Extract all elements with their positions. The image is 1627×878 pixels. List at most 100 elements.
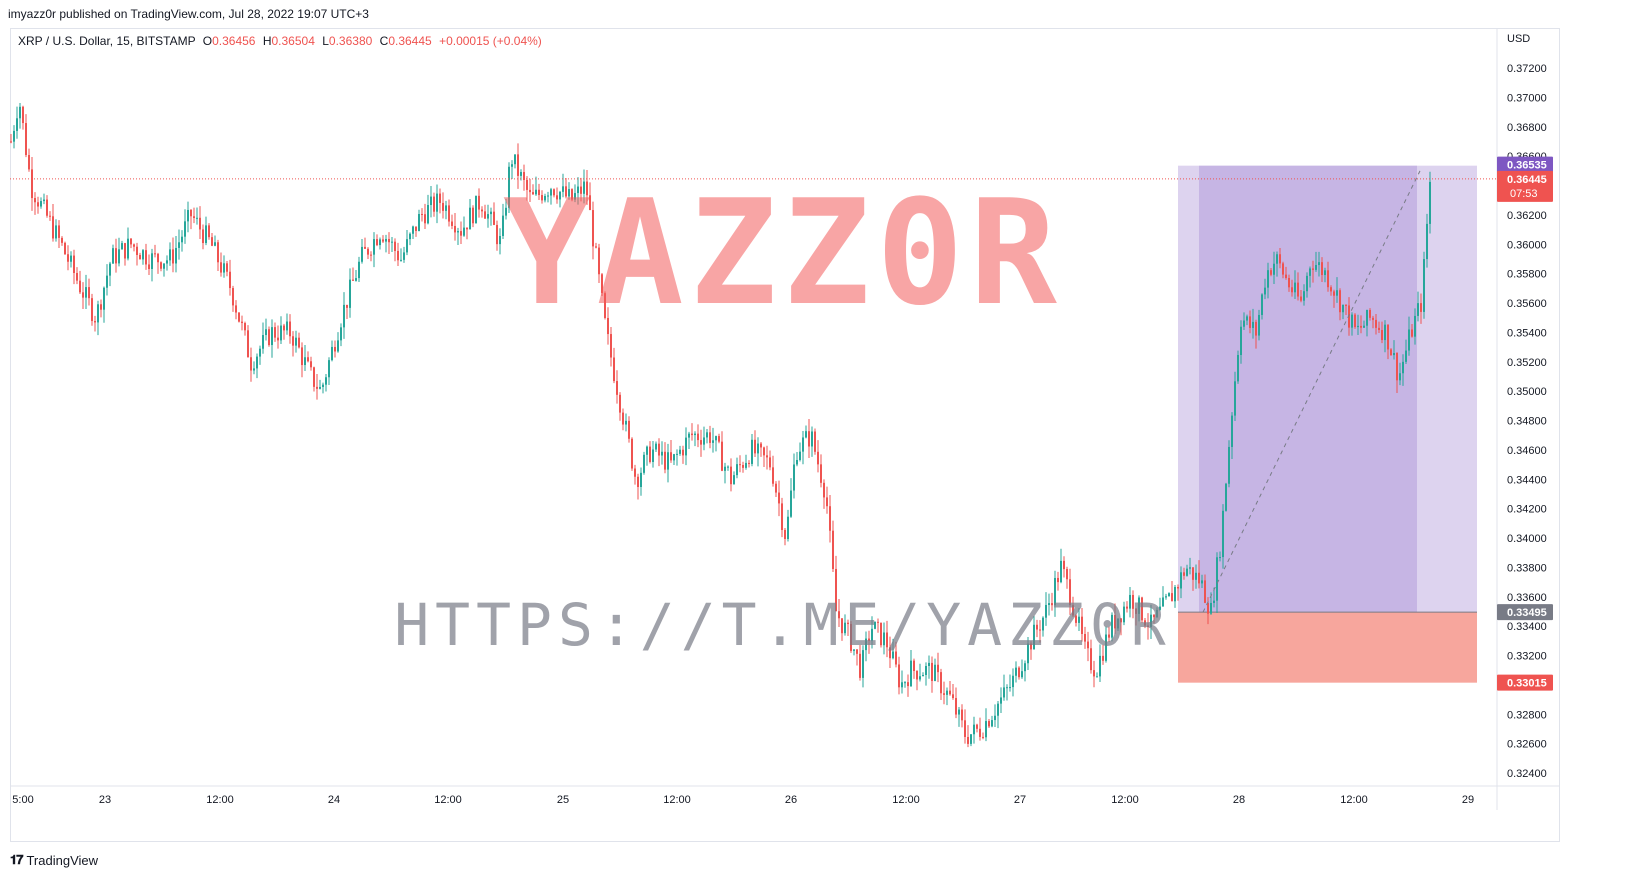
candle-body xyxy=(709,432,711,443)
candle-body xyxy=(841,618,843,634)
candle-body xyxy=(76,272,78,281)
candle-body xyxy=(784,529,786,539)
candle-body xyxy=(499,235,501,245)
candle-body xyxy=(1060,560,1062,583)
candle-body xyxy=(751,439,753,464)
price-tick-label: 0.37000 xyxy=(1507,92,1547,104)
price-tick-label: 0.33600 xyxy=(1507,592,1547,604)
candle-body xyxy=(1033,624,1035,650)
candle-body xyxy=(700,440,702,445)
candle-body xyxy=(643,454,645,473)
candle-body xyxy=(913,660,915,671)
candle-body xyxy=(856,649,858,654)
candle-body xyxy=(580,186,582,194)
candle-body xyxy=(553,189,555,196)
candle-body xyxy=(805,431,807,438)
candle-body xyxy=(232,288,234,306)
candle-body xyxy=(1120,618,1122,623)
candle-body xyxy=(1201,580,1203,584)
candle-body xyxy=(340,327,342,341)
watermark-big: YAZZ0R xyxy=(503,169,1063,338)
close-value: 0.36445 xyxy=(388,34,432,48)
candle-body xyxy=(226,263,228,272)
candle-body xyxy=(388,238,390,243)
candle-body xyxy=(1339,290,1341,313)
candle-body xyxy=(391,241,393,243)
candles xyxy=(10,103,1431,748)
candle-body xyxy=(1063,560,1065,570)
candle-body xyxy=(679,449,681,454)
candle-body xyxy=(607,317,609,335)
candle-body xyxy=(1135,608,1137,614)
candle-body xyxy=(514,154,516,165)
candle-body xyxy=(433,196,435,212)
candle-body xyxy=(346,304,348,308)
candle-body xyxy=(1153,614,1155,618)
candle-body xyxy=(694,433,696,436)
candle-body xyxy=(1084,633,1086,642)
candle-body xyxy=(319,386,321,389)
candle-body xyxy=(1309,268,1311,276)
tradingview-logo[interactable]: 𝟏𝟕 TradingView xyxy=(10,852,98,868)
candle-body xyxy=(355,278,357,281)
time-tick-label: 23 xyxy=(99,794,111,806)
high-value: 0.36504 xyxy=(271,34,315,48)
candle-body xyxy=(64,242,66,255)
candle-body xyxy=(895,651,897,665)
candle-body xyxy=(892,651,894,659)
candle-body xyxy=(721,441,723,471)
candle-body xyxy=(22,106,24,124)
price-tick-label: 0.32600 xyxy=(1507,739,1547,751)
price-tick-label: 0.35200 xyxy=(1507,357,1547,369)
open-label: O xyxy=(202,34,213,48)
candle-body xyxy=(691,433,693,436)
candle-body xyxy=(1177,587,1179,589)
candle-body xyxy=(1249,316,1251,328)
candle-body xyxy=(928,662,930,666)
candle-body xyxy=(991,720,993,727)
candle-body xyxy=(904,682,906,684)
candle-body xyxy=(1426,223,1428,260)
candle-body xyxy=(598,247,600,275)
candle-body xyxy=(1045,604,1047,618)
candle-body xyxy=(832,530,834,569)
candle-body xyxy=(1387,324,1389,350)
tradingview-brand: TradingView xyxy=(26,852,99,868)
candle-body xyxy=(166,260,168,264)
price-labels: 0.36535 0.36445 07:53 0.33495 0.33015 xyxy=(1497,156,1553,691)
candle-body xyxy=(1261,294,1263,315)
candle-body xyxy=(1315,265,1317,270)
candle-body xyxy=(496,224,498,245)
candle-body xyxy=(538,189,540,196)
candle-body xyxy=(1156,609,1158,618)
candle-body xyxy=(1390,349,1392,356)
candle-body xyxy=(1351,314,1353,328)
candle-body xyxy=(1372,317,1374,320)
candle-body xyxy=(526,179,528,190)
candle-body xyxy=(1342,304,1344,313)
candle-body xyxy=(121,243,123,250)
candle-body xyxy=(529,189,531,193)
candle-body xyxy=(430,196,432,206)
candle-body xyxy=(1285,274,1287,278)
candle-body xyxy=(838,611,840,619)
price-tick-label: 0.32400 xyxy=(1507,768,1547,780)
candle-body xyxy=(1117,618,1119,629)
time-tick-label: 27 xyxy=(1014,794,1026,806)
candle-body xyxy=(1096,676,1098,678)
candle-body xyxy=(1396,353,1398,381)
candle-body xyxy=(982,736,984,738)
candle-body xyxy=(931,662,933,681)
candle-body xyxy=(1216,557,1218,601)
candle-body xyxy=(622,412,624,425)
candle-body xyxy=(409,233,411,240)
candle-body xyxy=(976,724,978,729)
candle-body xyxy=(1036,624,1038,630)
candle-body xyxy=(1144,620,1146,626)
tradingview-logo-icon: 𝟏𝟕 xyxy=(10,852,24,867)
time-tick-label: 12:00 xyxy=(1340,794,1368,806)
target-price-label-bg xyxy=(1497,156,1553,173)
candle-body xyxy=(250,357,252,371)
candle-body xyxy=(1420,303,1422,312)
